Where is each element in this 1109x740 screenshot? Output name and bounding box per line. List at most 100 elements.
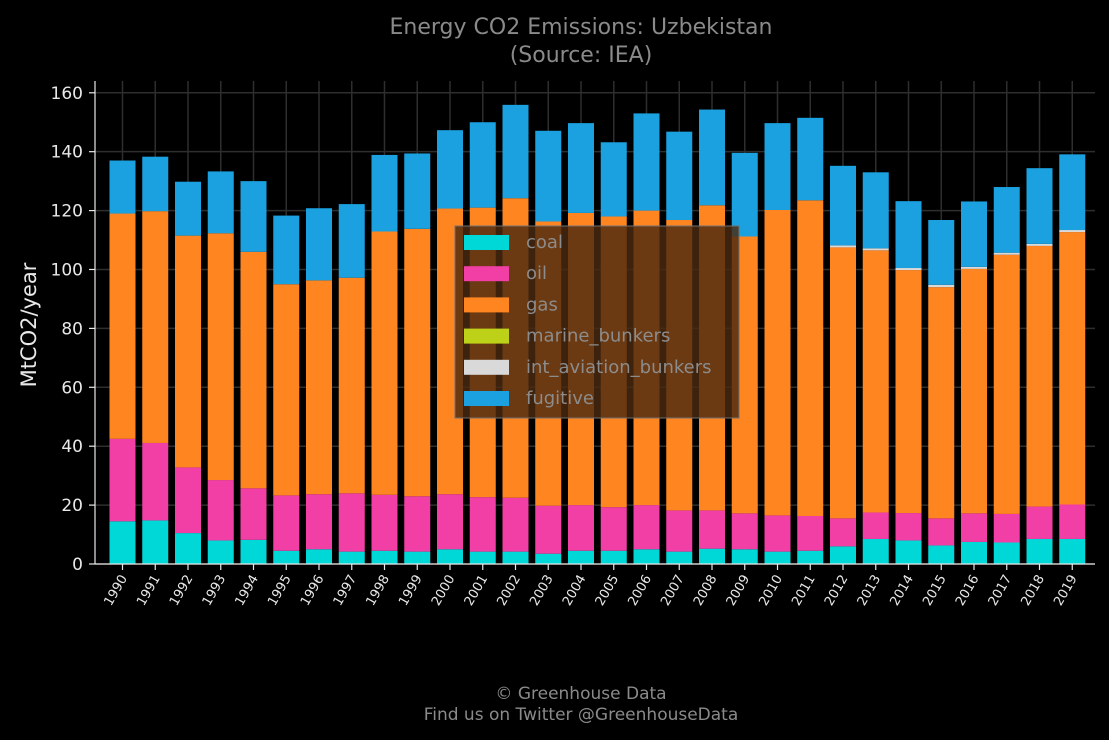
legend-swatch-gas xyxy=(464,297,509,313)
bar-fugitive-2003 xyxy=(535,130,562,222)
bar-int_aviation_bunkers-2018 xyxy=(1026,243,1053,246)
bar-fugitive-2004 xyxy=(568,123,594,213)
bar-fugitive-2010 xyxy=(764,123,791,210)
x-tick-label: 1993 xyxy=(200,573,230,609)
bar-gas-2012 xyxy=(830,247,856,519)
y-tick-label: 20 xyxy=(61,496,83,516)
x-tick-label: 1999 xyxy=(396,573,426,609)
bar-gas-1992 xyxy=(175,235,201,468)
bar-gas-2010 xyxy=(764,209,791,516)
bar-fugitive-1999 xyxy=(404,153,431,229)
bar-gas-1997 xyxy=(338,277,365,494)
bar-coal-1990 xyxy=(109,521,136,564)
x-tick-label: 2004 xyxy=(560,573,590,609)
bar-oil-2004 xyxy=(568,505,594,551)
bar-coal-1992 xyxy=(175,533,201,564)
chart-subtitle: (Source: IEA) xyxy=(510,43,653,68)
y-tick-label: 40 xyxy=(61,437,83,457)
bar-coal-2004 xyxy=(568,550,594,564)
bar-oil-2009 xyxy=(731,513,758,550)
bar-oil-2003 xyxy=(535,505,562,554)
bar-oil-2011 xyxy=(797,515,824,551)
legend-label-marine_bunkers: marine_bunkers xyxy=(526,326,670,347)
legend-swatch-marine_bunkers xyxy=(464,328,509,344)
bar-oil-1993 xyxy=(207,480,234,541)
x-tick-label: 1995 xyxy=(265,573,295,609)
bar-coal-1991 xyxy=(142,520,169,564)
bar-oil-1997 xyxy=(338,493,365,552)
bar-fugitive-2009 xyxy=(731,152,758,237)
x-tick-label: 2007 xyxy=(658,573,688,609)
bar-gas-2019 xyxy=(1059,232,1086,505)
x-tick-label: 1990 xyxy=(101,573,131,609)
bar-coal-2012 xyxy=(830,546,856,564)
y-tick-label: 80 xyxy=(61,319,83,339)
bar-oil-2001 xyxy=(469,497,496,552)
bar-oil-2018 xyxy=(1026,506,1053,539)
bar-fugitive-2007 xyxy=(666,131,693,221)
bar-fugitive-1992 xyxy=(175,181,201,236)
y-axis-label: MtCO2/year xyxy=(17,262,41,387)
bar-gas-2016 xyxy=(961,268,987,514)
bar-coal-2016 xyxy=(961,541,987,564)
x-tick-label: 2001 xyxy=(462,573,492,609)
legend-label-fugitive: fugitive xyxy=(526,388,594,409)
bar-oil-2016 xyxy=(961,513,987,542)
x-tick-label: 2003 xyxy=(527,573,557,609)
x-tick-label: 2016 xyxy=(953,573,983,609)
bar-coal-2001 xyxy=(469,551,496,564)
legend-box xyxy=(454,225,740,419)
x-tick-label: 2006 xyxy=(625,573,655,609)
legend-label-int_aviation_bunkers: int_aviation_bunkers xyxy=(526,357,712,378)
bar-coal-2002 xyxy=(502,551,529,564)
x-tick-label: 1996 xyxy=(298,573,328,609)
bar-gas-2013 xyxy=(862,250,889,513)
bar-gas-1995 xyxy=(273,284,300,496)
bar-oil-2014 xyxy=(895,513,922,541)
bar-coal-2009 xyxy=(731,549,758,564)
bar-fugitive-2016 xyxy=(961,201,987,267)
legend-swatch-oil xyxy=(464,266,509,282)
legend: coal oil gas marine_bunkers int_aviation_bun… xyxy=(454,225,740,419)
bar-gas-2018 xyxy=(1026,245,1053,507)
bar-oil-2005 xyxy=(600,507,627,551)
y-tick-label: 100 xyxy=(51,260,83,280)
bar-int_aviation_bunkers-2017 xyxy=(993,252,1020,255)
bar-fugitive-2008 xyxy=(699,109,725,206)
bar-fugitive-1998 xyxy=(371,154,398,232)
bar-fugitive-2013 xyxy=(862,172,889,249)
x-tick-label: 2015 xyxy=(920,573,950,609)
bar-oil-1991 xyxy=(142,442,169,521)
bar-oil-1994 xyxy=(240,488,267,540)
bar-fugitive-2001 xyxy=(469,122,496,208)
bar-fugitive-2006 xyxy=(633,113,660,211)
bar-fugitive-2000 xyxy=(437,130,463,209)
x-tick-label: 2010 xyxy=(756,573,786,609)
bar-coal-2018 xyxy=(1026,538,1053,564)
bar-oil-1995 xyxy=(273,495,300,551)
bar-gas-1996 xyxy=(306,280,332,495)
bar-int_aviation_bunkers-2019 xyxy=(1059,230,1086,233)
legend-swatch-coal xyxy=(464,235,509,250)
bar-coal-1995 xyxy=(273,550,300,564)
x-tick-label: 2018 xyxy=(1018,573,1048,609)
bar-coal-1999 xyxy=(404,551,431,564)
bar-coal-2000 xyxy=(437,549,463,564)
x-tick-label: 1992 xyxy=(167,573,197,609)
x-tick-label: 2008 xyxy=(691,573,721,609)
bar-fugitive-1996 xyxy=(306,208,332,281)
y-tick-label: 120 xyxy=(51,202,83,222)
bar-coal-1994 xyxy=(240,539,267,564)
chart-title: Energy CO2 Emissions: Uzbekistan xyxy=(390,15,773,40)
bar-coal-2017 xyxy=(993,542,1020,564)
bar-coal-1998 xyxy=(371,550,398,564)
x-tick-label: 2005 xyxy=(593,573,623,609)
bar-coal-2015 xyxy=(928,545,955,564)
bar-gas-1998 xyxy=(371,231,398,495)
bar-fugitive-2002 xyxy=(502,104,529,199)
bar-gas-2011 xyxy=(797,200,824,516)
bar-fugitive-2015 xyxy=(928,220,955,285)
bar-gas-2015 xyxy=(928,287,955,519)
bar-fugitive-2011 xyxy=(797,117,824,201)
